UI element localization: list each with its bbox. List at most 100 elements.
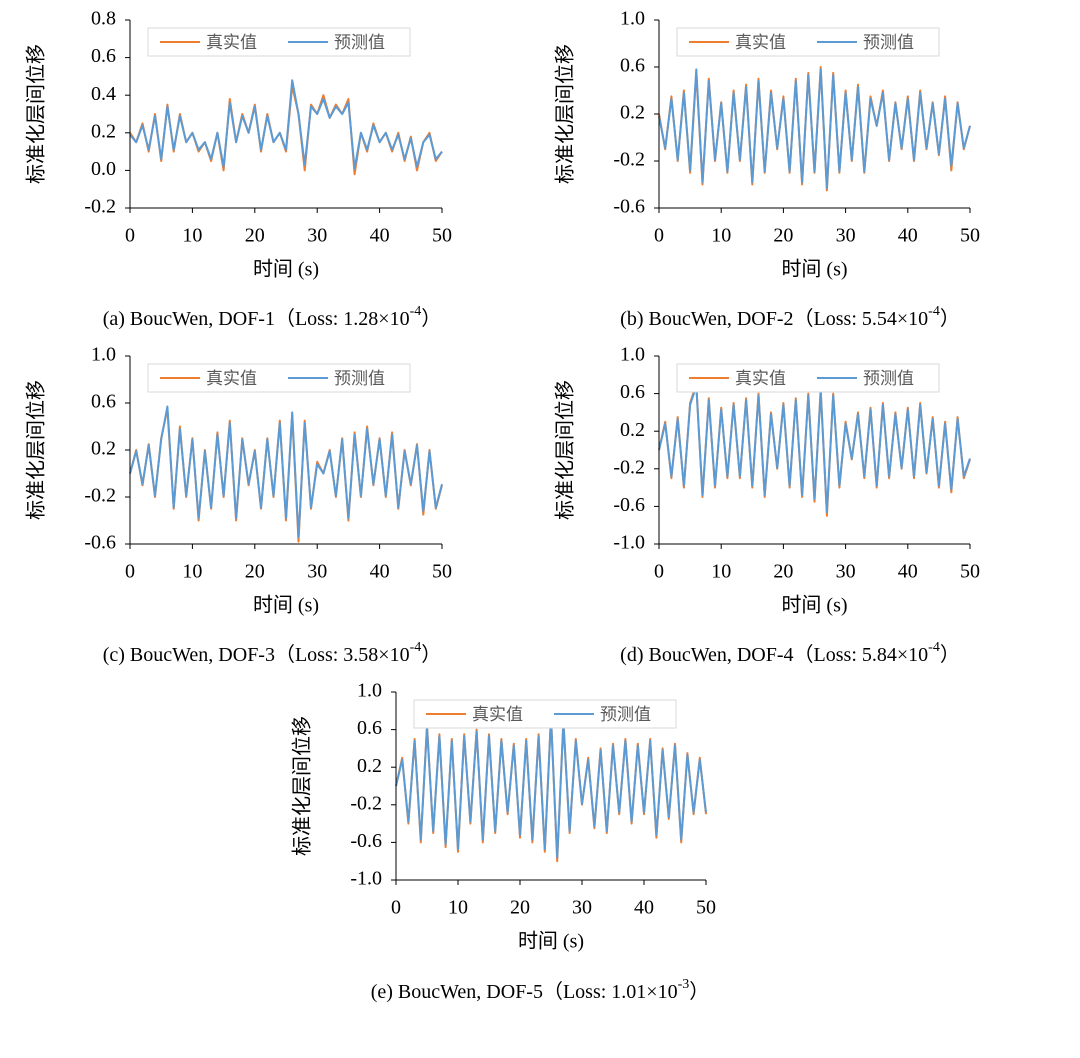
- series-line: [129, 79, 443, 170]
- x-tick-label: 40: [898, 561, 918, 583]
- x-tick-label: 10: [711, 561, 731, 583]
- y-tick-label: -0.2: [350, 792, 382, 814]
- x-tick-label: 30: [307, 225, 327, 247]
- caption-exponent: -4: [928, 640, 940, 655]
- y-axis-label: 标准化层间位移: [25, 44, 48, 184]
- subplot: -1.0 -0.6 -0.2 0.2 0.6 1.0 0 10 20 30 40 50 真实值 预测值时间…: [291, 680, 716, 1003]
- x-tick-label: 50: [960, 225, 980, 247]
- caption-text: ）: [940, 307, 960, 330]
- y-tick-label: 0.6: [357, 717, 382, 739]
- legend-label: 真实值: [206, 33, 257, 53]
- y-axis-label: 标准化层间位移: [25, 380, 48, 520]
- y-tick-label: 0.6: [620, 381, 645, 403]
- subplot: -1.0 -0.6 -0.2 0.2 0.6 1.0 0 10 20 30 40 50 真实值 预测值时间…: [554, 344, 980, 666]
- x-tick-label: 10: [182, 561, 202, 583]
- x-tick-label: 20: [510, 897, 530, 919]
- series-line: [658, 385, 971, 513]
- y-axis-label: 标准化层间位移: [291, 716, 314, 856]
- caption-text: ）: [689, 980, 709, 1003]
- legend-label: 预测值: [600, 705, 651, 725]
- legend-label: 预测值: [863, 33, 914, 53]
- x-tick-label: 0: [391, 897, 401, 919]
- y-axis-label: 标准化层间位移: [554, 44, 577, 184]
- x-tick-label: 20: [245, 225, 265, 247]
- x-tick-label: 0: [125, 561, 135, 583]
- y-tick-label: -0.6: [613, 196, 645, 218]
- x-tick-label: 50: [432, 561, 452, 583]
- series-line: [395, 717, 707, 859]
- y-tick-label: 0.4: [91, 83, 116, 105]
- y-tick-label: -1.0: [613, 532, 645, 554]
- series-line: [658, 68, 971, 189]
- caption: (a) BoucWen, DOF-1（Loss: 1.28×10-4）: [103, 304, 442, 329]
- caption-text: (c) BoucWen, DOF-3（Loss: 3.58×10: [103, 643, 410, 666]
- caption-exponent: -4: [410, 640, 422, 655]
- caption-text: (e) BoucWen, DOF-5（Loss: 1.01×10: [371, 980, 678, 1003]
- x-tick-label: 40: [898, 225, 918, 247]
- x-axis-label: 时间 (s): [781, 258, 847, 281]
- legend-box: [676, 27, 940, 57]
- x-tick-label: 0: [654, 225, 664, 247]
- y-tick-label: 1.0: [620, 344, 645, 366]
- y-tick-label: 0.0: [91, 158, 116, 180]
- x-tick-label: 40: [370, 561, 390, 583]
- x-tick-label: 50: [960, 561, 980, 583]
- x-axis-label: 时间 (s): [518, 930, 584, 953]
- y-tick-label: 0.2: [91, 438, 116, 460]
- legend-label: 真实值: [472, 705, 523, 725]
- x-axis-label: 时间 (s): [253, 594, 319, 617]
- y-tick-label: 0.2: [620, 419, 645, 441]
- x-tick-label: 20: [773, 561, 793, 583]
- x-tick-label: 10: [448, 897, 468, 919]
- y-tick-label: -0.2: [84, 196, 116, 218]
- caption-text: (b) BoucWen, DOF-2（Loss: 5.54×10: [620, 307, 928, 330]
- y-tick-label: -0.6: [84, 532, 116, 554]
- caption: (d) BoucWen, DOF-4（Loss: 5.84×10-4）: [620, 640, 960, 665]
- caption: (b) BoucWen, DOF-2（Loss: 5.54×10-4）: [620, 304, 960, 329]
- x-tick-label: 10: [711, 225, 731, 247]
- y-tick-label: 0.2: [620, 102, 645, 124]
- y-tick-label: 0.8: [91, 8, 116, 30]
- caption-exponent: -3: [678, 977, 690, 992]
- caption-text: ）: [421, 643, 441, 666]
- y-tick-label: 1.0: [91, 344, 116, 366]
- x-axis-label: 时间 (s): [253, 258, 319, 281]
- x-tick-label: 20: [773, 225, 793, 247]
- x-tick-label: 50: [696, 897, 716, 919]
- legend-label: 真实值: [206, 369, 257, 389]
- x-tick-label: 40: [370, 225, 390, 247]
- x-tick-label: 50: [432, 225, 452, 247]
- y-tick-label: -0.6: [613, 494, 645, 516]
- x-tick-label: 0: [125, 225, 135, 247]
- caption-text: (d) BoucWen, DOF-4（Loss: 5.84×10: [620, 643, 928, 666]
- x-tick-label: 30: [836, 561, 856, 583]
- y-axis-label: 标准化层间位移: [554, 380, 577, 520]
- series-line: [129, 405, 443, 538]
- caption-text: (a) BoucWen, DOF-1（Loss: 1.28×10: [103, 307, 410, 330]
- y-tick-label: 0.2: [357, 755, 382, 777]
- caption-text: ）: [940, 643, 960, 666]
- caption-exponent: -4: [928, 304, 940, 319]
- x-tick-label: 10: [182, 225, 202, 247]
- legend-label: 预测值: [334, 33, 385, 53]
- legend-label: 预测值: [334, 369, 385, 389]
- legend-label: 真实值: [735, 369, 786, 389]
- x-tick-label: 0: [654, 561, 664, 583]
- x-tick-label: 20: [245, 561, 265, 583]
- y-tick-label: 0.2: [91, 120, 116, 142]
- caption-text: ）: [421, 307, 441, 330]
- x-axis-label: 时间 (s): [781, 594, 847, 617]
- x-tick-label: 40: [634, 897, 654, 919]
- y-tick-label: 0.6: [620, 55, 645, 77]
- y-tick-label: 0.6: [91, 391, 116, 413]
- caption: (c) BoucWen, DOF-3（Loss: 3.58×10-4）: [103, 640, 442, 665]
- caption: (e) BoucWen, DOF-5（Loss: 1.01×10-3）: [371, 977, 710, 1002]
- y-tick-label: -0.2: [84, 485, 116, 507]
- y-tick-label: -0.6: [350, 830, 382, 852]
- y-tick-label: -0.2: [613, 456, 645, 478]
- y-tick-label: 1.0: [357, 680, 382, 702]
